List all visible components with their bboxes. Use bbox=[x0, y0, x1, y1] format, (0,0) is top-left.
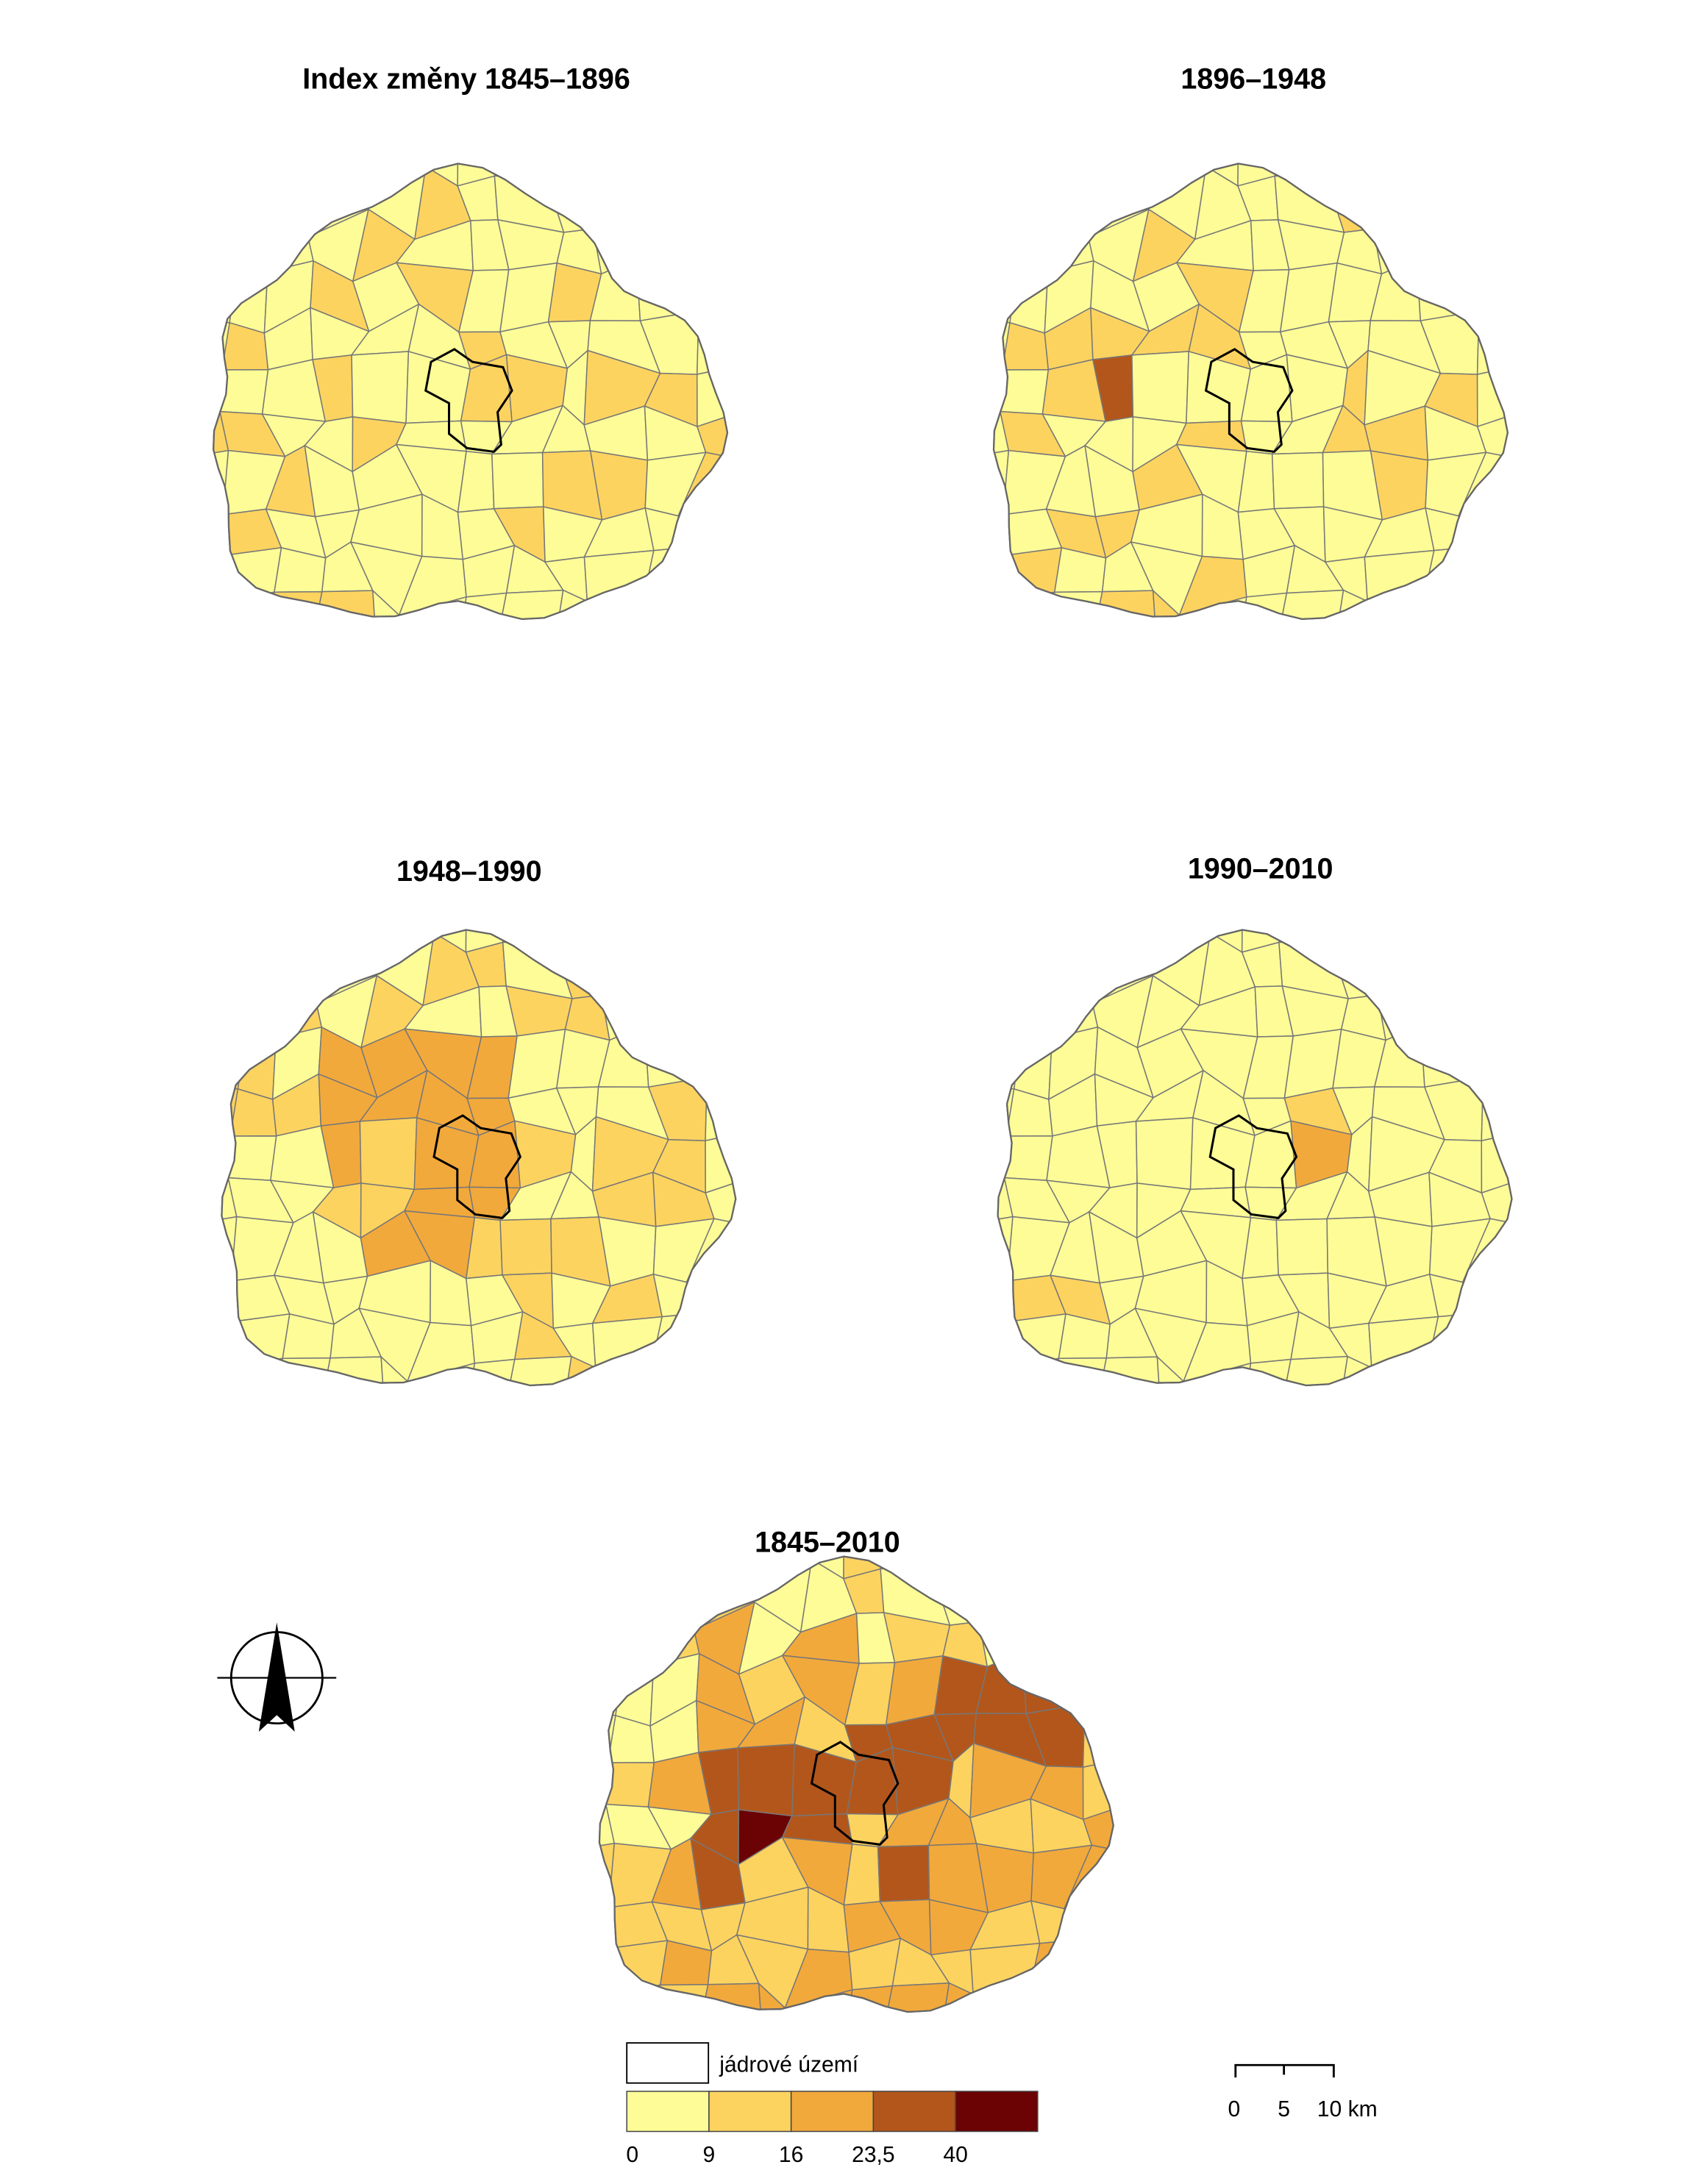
municipality bbox=[1156, 1355, 1191, 1385]
municipality bbox=[882, 1982, 950, 2013]
municipality bbox=[505, 1355, 572, 1385]
map-title: 1896–1948 bbox=[1180, 63, 1326, 95]
core-territory bbox=[432, 1114, 522, 1219]
municipality bbox=[1276, 589, 1345, 619]
scale-label: 10 km bbox=[1317, 2097, 1378, 2121]
municipality bbox=[359, 1117, 418, 1191]
legend-break: 16 bbox=[779, 2143, 803, 2167]
legend-break: 9 bbox=[703, 2143, 716, 2167]
municipality bbox=[499, 1218, 552, 1276]
municipality bbox=[351, 351, 410, 424]
legend-break: 23,5 bbox=[852, 2143, 895, 2167]
municipality bbox=[1131, 351, 1190, 424]
core-territory bbox=[810, 1741, 900, 1846]
map-title: 1948–1990 bbox=[396, 855, 542, 888]
legend-break: 0 bbox=[626, 2143, 638, 2167]
municipality bbox=[380, 1355, 415, 1385]
municipality bbox=[1271, 452, 1325, 510]
municipality bbox=[1275, 1218, 1329, 1276]
north-needle bbox=[258, 1622, 295, 1732]
legend-swatch bbox=[790, 2091, 875, 2133]
municipality bbox=[496, 589, 564, 619]
municipality bbox=[1281, 1355, 1349, 1385]
municipality bbox=[1152, 589, 1186, 619]
legend-swatch bbox=[955, 2091, 1039, 2133]
legend-break: 40 bbox=[943, 2143, 967, 2167]
municipality bbox=[371, 589, 406, 619]
municipality bbox=[491, 452, 544, 510]
core-territory bbox=[1204, 348, 1294, 453]
municipality bbox=[1135, 1117, 1194, 1191]
municipality bbox=[877, 1844, 930, 1902]
map-border bbox=[221, 929, 737, 1387]
core-label: jádrové území bbox=[719, 2053, 859, 2077]
map-title: 1990–2010 bbox=[1188, 852, 1333, 885]
scale-bar: 0 5 10 km bbox=[1228, 2063, 1378, 2121]
map-title: Index změny 1845–1896 bbox=[302, 63, 630, 95]
map-border bbox=[213, 163, 729, 621]
core-swatch bbox=[626, 2042, 710, 2084]
north-arrow bbox=[217, 1622, 337, 1732]
municipality bbox=[758, 1982, 792, 2013]
map-border bbox=[598, 1555, 1114, 2013]
map-title: 1845–2010 bbox=[755, 1526, 900, 1558]
legend-swatch bbox=[872, 2091, 956, 2133]
legend-swatch bbox=[626, 2091, 710, 2133]
legend: jádrové území 0 9 16 23,5 40 bbox=[626, 2042, 1039, 2167]
legend-swatch bbox=[708, 2091, 792, 2133]
scale-label: 5 bbox=[1278, 2097, 1290, 2121]
scale-label: 0 bbox=[1228, 2097, 1241, 2121]
core-territory bbox=[1208, 1114, 1298, 1219]
core-territory bbox=[424, 348, 513, 453]
map-border bbox=[992, 163, 1509, 621]
municipality bbox=[737, 1744, 795, 1817]
map-border bbox=[997, 929, 1513, 1387]
map bbox=[221, 929, 737, 1387]
